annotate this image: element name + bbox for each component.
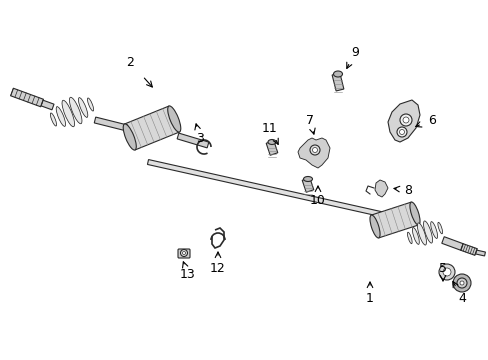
Text: 10: 10	[309, 194, 325, 207]
Circle shape	[396, 127, 406, 137]
Ellipse shape	[78, 98, 88, 117]
Polygon shape	[94, 117, 127, 131]
Text: 7: 7	[305, 113, 313, 126]
Ellipse shape	[167, 106, 181, 132]
Text: 3: 3	[196, 131, 203, 144]
Text: 2: 2	[126, 55, 134, 68]
Text: 9: 9	[350, 45, 358, 59]
Ellipse shape	[87, 98, 93, 111]
Polygon shape	[297, 138, 329, 168]
Polygon shape	[331, 73, 343, 91]
Polygon shape	[11, 88, 43, 107]
Circle shape	[182, 252, 185, 255]
Circle shape	[438, 264, 454, 280]
Ellipse shape	[50, 113, 57, 126]
Text: 5: 5	[438, 261, 446, 274]
Circle shape	[309, 145, 319, 155]
Text: 13: 13	[180, 269, 196, 282]
Polygon shape	[441, 237, 462, 250]
Ellipse shape	[123, 124, 136, 150]
Ellipse shape	[430, 222, 437, 238]
Text: 12: 12	[210, 261, 225, 274]
Ellipse shape	[62, 100, 74, 127]
FancyBboxPatch shape	[178, 249, 190, 258]
Text: 6: 6	[427, 113, 435, 126]
Text: 1: 1	[366, 292, 373, 305]
Polygon shape	[374, 180, 387, 197]
Polygon shape	[41, 100, 54, 110]
Ellipse shape	[333, 71, 342, 77]
Text: 4: 4	[457, 292, 465, 305]
Polygon shape	[302, 178, 313, 192]
Circle shape	[402, 117, 408, 123]
Ellipse shape	[437, 222, 442, 234]
Circle shape	[399, 114, 411, 126]
Ellipse shape	[407, 232, 411, 244]
Ellipse shape	[411, 228, 418, 244]
Polygon shape	[475, 250, 485, 256]
Circle shape	[312, 148, 317, 153]
Polygon shape	[370, 202, 418, 238]
Ellipse shape	[409, 202, 419, 225]
Text: 11: 11	[262, 122, 277, 135]
Polygon shape	[387, 100, 419, 142]
Ellipse shape	[267, 140, 275, 144]
Ellipse shape	[369, 215, 379, 238]
Ellipse shape	[69, 97, 82, 124]
Circle shape	[442, 268, 450, 276]
Polygon shape	[124, 106, 179, 150]
Text: 8: 8	[403, 184, 411, 197]
Circle shape	[459, 281, 463, 285]
Polygon shape	[265, 141, 277, 155]
Circle shape	[458, 280, 464, 286]
Polygon shape	[177, 133, 208, 148]
Ellipse shape	[417, 223, 426, 245]
Polygon shape	[460, 244, 476, 255]
Ellipse shape	[56, 107, 65, 126]
Circle shape	[456, 278, 466, 288]
Circle shape	[180, 249, 187, 257]
Ellipse shape	[423, 221, 432, 243]
Circle shape	[399, 130, 404, 135]
Circle shape	[452, 274, 470, 292]
Ellipse shape	[303, 176, 312, 181]
Polygon shape	[147, 159, 385, 217]
